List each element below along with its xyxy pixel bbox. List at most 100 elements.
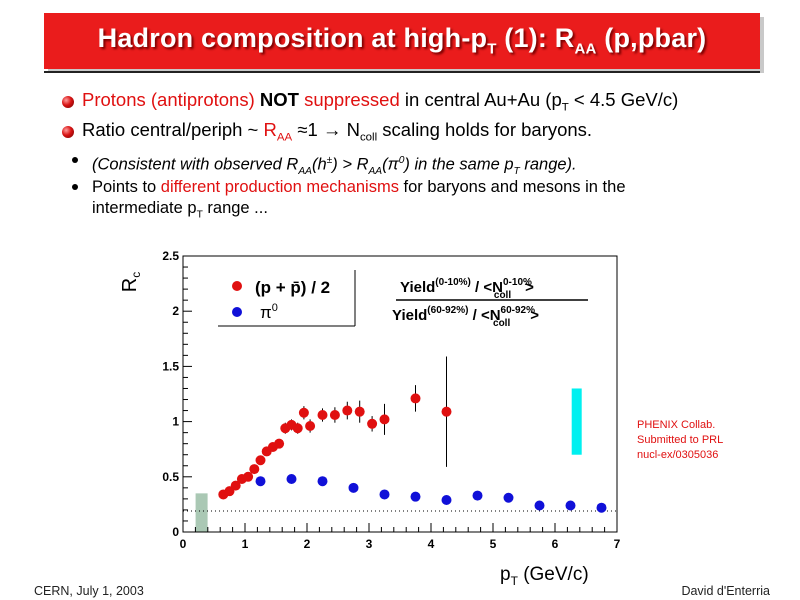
pi0-point [286,474,297,485]
bullet-3-b: (h [311,155,327,174]
pi0-point [472,490,483,501]
pi0-point [565,500,576,511]
annotation-line-3: nucl-ex/0305036 [637,449,719,461]
bullet-1-red: Protons (antiprotons) [82,89,260,110]
bullet-4-red: different production mechanisms [160,178,399,196]
bullet-dot-icon [72,157,78,163]
y-tick-label: 2.5 [162,249,179,263]
bullet-1-text: in central Au+Au (p [399,89,562,110]
norm-uncertainty-box-left [195,493,208,532]
y-tick-label: 1 [172,415,179,429]
legend-marker-proton [232,281,242,291]
title-text-mid: (1): R [496,23,575,53]
proton-point [292,423,303,434]
pi0-point [379,489,390,500]
title-bar: Hadron composition at high-pT (1): RAA (… [44,13,760,69]
bullet-ball-icon [62,126,74,138]
bullet-1-bold: NOT [259,89,299,110]
pi0-point [503,492,514,503]
bullet-dot-icon [72,184,78,190]
pi0-point [410,491,421,502]
y-axis-label: Rc [119,272,143,292]
proton-point [329,409,340,420]
proton-point [305,421,316,432]
pi0-point [534,500,545,511]
proton-point [379,414,390,425]
proton-point [243,471,254,482]
phenix-annotation: PHENIX Collab. Submitted to PRL nucl-ex/… [637,418,723,463]
bullet-3-c: ) > R [332,155,369,174]
x-tick-label: 6 [552,537,559,551]
proton-point [274,438,285,449]
x-tick-label: 4 [428,537,435,551]
bullet-3-s1: AA [298,165,312,177]
y-tick-label: 0.5 [162,470,179,484]
bullet-3-d: (π [382,155,399,174]
bullet-1-red-2: suppressed [298,89,400,110]
bullet-3: (Consistent with observed RAA(h±) > RAA(… [92,150,577,182]
legend-label-proton: (p + p̄) / 2 [255,278,330,297]
annotation-line-2: Submitted to PRL [637,434,724,446]
x-axis-label: pT (GeV/c) [500,564,589,588]
title-subscript-t: T [487,40,497,58]
proton-point [342,405,353,416]
footer-right: David d'Enterria [681,584,770,598]
x-tick-label: 3 [366,537,373,551]
title-text-end: (p,pbar) [596,23,707,53]
x-tick-label: 5 [490,537,497,551]
title-underline [44,71,760,73]
bullet-3-s2: AA [368,165,383,177]
pi0-point [441,494,452,505]
bullet-3-a: (Consistent with observed R [92,155,299,174]
bullet-3-sup: ± [326,155,333,166]
bullet-2-text-c: scaling holds for baryons. [377,119,593,140]
legend-label-pi0: π0 [260,302,278,322]
pi0-point [255,476,266,487]
proton-point [230,480,241,491]
proton-point [249,464,260,475]
bullet-3-e: ) in the same p [404,155,514,174]
bullet-2-raa: R [263,119,277,140]
bullet-3-f: range). [519,155,577,174]
formula-denominator: Yield(60-92%) / <N60-92% coll > [392,305,539,329]
bullet-2-sub-coll: coll [359,131,378,144]
bullet-3-s3: T [513,165,520,177]
proton-point [298,407,309,418]
slide-title: Hadron composition at high-pT (1): RAA (… [44,23,760,57]
bullet-2-text-b: ≈1 → N [292,119,360,140]
proton-point [441,406,452,417]
title-subscript-aa: AA [574,40,597,58]
bullet-4: Points to different production mechanism… [92,177,772,225]
y-tick-label: 1.5 [162,359,179,373]
footer-left: CERN, July 1, 2003 [34,584,144,598]
norm-uncertainty-box-right [571,388,582,455]
x-tick-label: 7 [614,537,621,551]
x-tick-label: 0 [180,537,187,551]
chart: 0 1 2 3 4 5 6 7 0 0.5 1 1.5 2 2.5 Rc pT (GeV/c) (p + … [110,240,723,590]
y-tick-label: 2 [172,304,179,318]
formula-numerator: Yield(0-10%) / <N0-10% coll > [400,277,534,301]
pi0-point [317,476,328,487]
bullet-2-sub: AA [276,131,293,144]
title-text: Hadron composition at high-p [97,23,488,53]
bullet-1-end: < 4.5 GeV/c) [568,89,679,110]
proton-point [255,455,266,466]
proton-point [410,393,421,404]
pi0-point [348,482,359,493]
proton-point [354,406,365,417]
bullet-2: Ratio central/periph ~ RAA ≈1 → Ncoll sc… [82,119,592,149]
pi0-point [596,502,607,513]
proton-point [367,418,378,429]
y-tick-label: 0 [172,525,179,539]
bullet-4-b: for baryons and mesons in the [398,178,626,196]
bullet-2-text: Ratio central/periph ~ [82,119,264,140]
legend-marker-pi0 [232,307,242,317]
bullet-4-c: intermediate p [92,199,197,217]
chart-svg: 0 1 2 3 4 5 6 7 0 0.5 1 1.5 2 2.5 Rc pT (GeV/c) (p + … [119,249,621,588]
bullet-4-a: Points to [92,178,161,196]
bullet-4-d: range ... [202,199,268,217]
bullet-1-sub: T [561,101,569,114]
x-tick-label: 2 [304,537,311,551]
bullet-3-sup2: 0 [398,155,405,166]
plot-frame [182,255,618,533]
